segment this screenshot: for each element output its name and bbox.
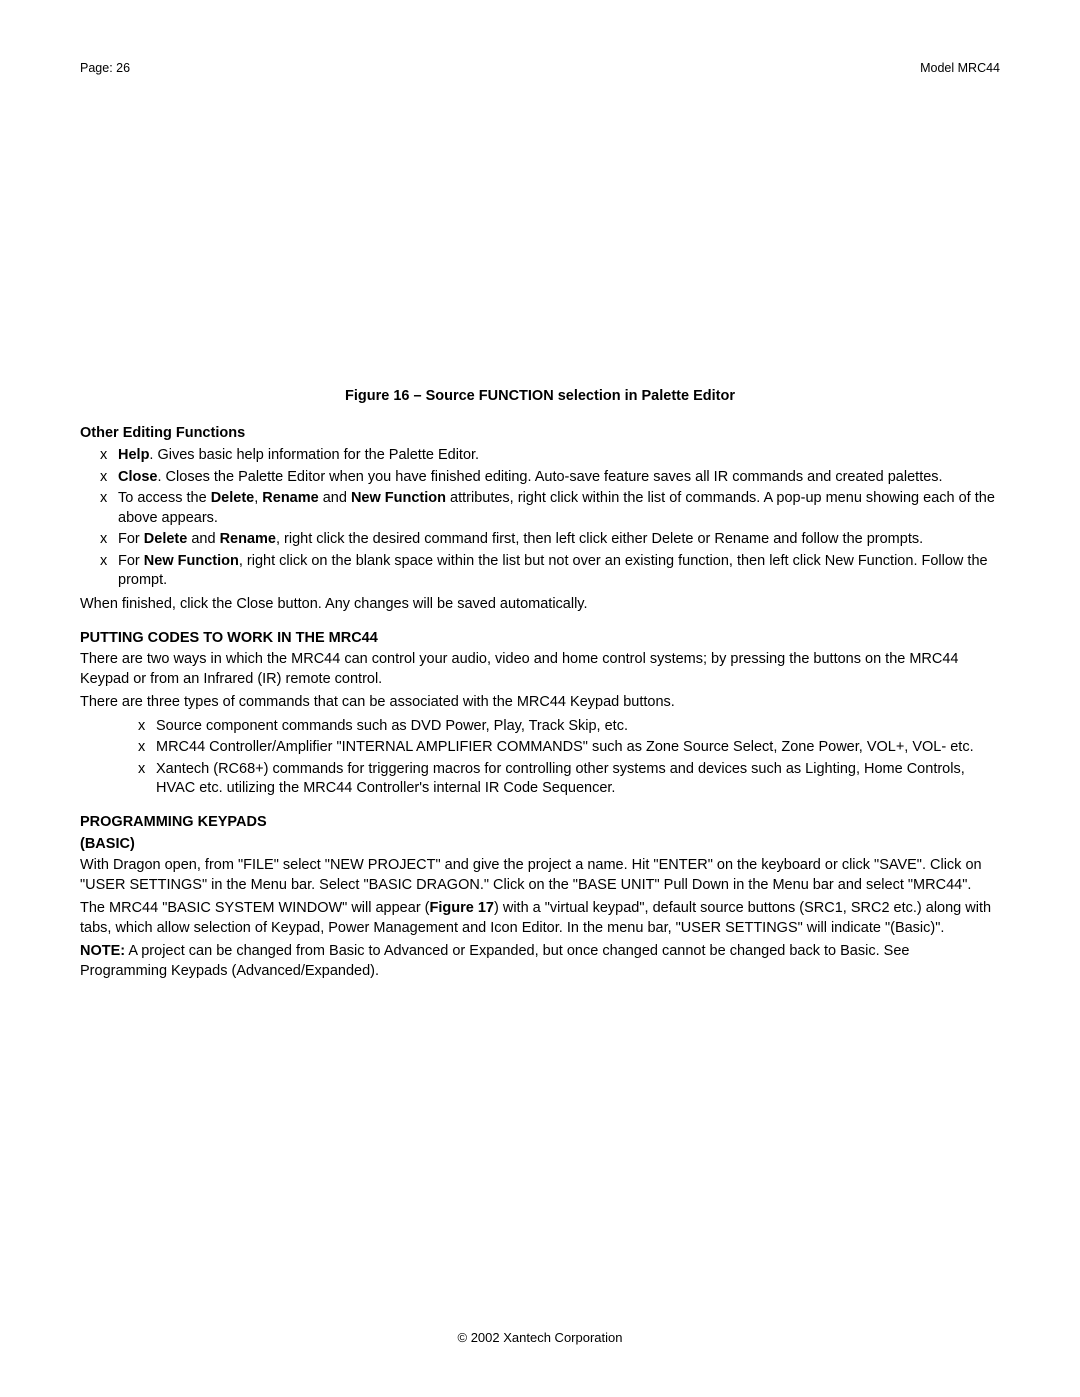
label-text: , right click the desired command first,… bbox=[276, 531, 923, 547]
label-text: For bbox=[118, 553, 144, 569]
paragraph: The MRC44 "BASIC SYSTEM WINDOW" will app… bbox=[80, 899, 1000, 938]
label-bold: Close bbox=[118, 469, 158, 485]
paragraph: When finished, click the Close button. A… bbox=[80, 595, 1000, 615]
page-header: Page: 26 Model MRC44 bbox=[80, 60, 1000, 77]
note-paragraph: NOTE: A project can be changed from Basi… bbox=[80, 942, 1000, 981]
label-text: . Gives basic help information for the P… bbox=[149, 447, 479, 463]
label-text: , right click on the blank space within … bbox=[118, 553, 988, 589]
label-text: To access the bbox=[118, 490, 211, 506]
label-bold: Delete bbox=[211, 490, 255, 506]
document-page: Page: 26 Model MRC44 Figure 16 – Source … bbox=[0, 0, 1080, 1397]
label-bold: New Function bbox=[351, 490, 446, 506]
paragraph: With Dragon open, from "FILE" select "NE… bbox=[80, 856, 1000, 895]
label-text: and bbox=[319, 490, 351, 506]
list-item: Source component commands such as DVD Po… bbox=[138, 717, 1000, 737]
label-text: and bbox=[187, 531, 219, 547]
section-heading-programming-keypads: PROGRAMMING KEYPADS bbox=[80, 813, 1000, 833]
list-item: For New Function, right click on the bla… bbox=[100, 552, 1000, 591]
list-item: For Delete and Rename, right click the d… bbox=[100, 530, 1000, 550]
model-label: Model MRC44 bbox=[920, 60, 1000, 77]
label-text: The MRC44 "BASIC SYSTEM WINDOW" will app… bbox=[80, 900, 430, 916]
editing-functions-list: Help. Gives basic help information for t… bbox=[80, 446, 1000, 591]
label-bold: Delete bbox=[144, 531, 188, 547]
command-types-list: Source component commands such as DVD Po… bbox=[80, 717, 1000, 799]
label-text: . Closes the Palette Editor when you hav… bbox=[158, 469, 943, 485]
paragraph: There are three types of commands that c… bbox=[80, 693, 1000, 713]
paragraph: There are two ways in which the MRC44 ca… bbox=[80, 650, 1000, 689]
list-item: Help. Gives basic help information for t… bbox=[100, 446, 1000, 466]
list-item: MRC44 Controller/Amplifier "INTERNAL AMP… bbox=[138, 738, 1000, 758]
figure-reference: Figure 17 bbox=[430, 900, 494, 916]
label-text: For bbox=[118, 531, 144, 547]
label-bold: Rename bbox=[220, 531, 276, 547]
label-bold: Rename bbox=[262, 490, 318, 506]
note-label: NOTE: bbox=[80, 943, 125, 959]
label-bold: New Function bbox=[144, 553, 239, 569]
label-text: A project can be changed from Basic to A… bbox=[80, 943, 909, 979]
page-number: Page: 26 bbox=[80, 60, 130, 77]
section-heading-editing: Other Editing Functions bbox=[80, 424, 1000, 444]
label-bold: Help bbox=[118, 447, 149, 463]
list-item: Xantech (RC68+) commands for triggering … bbox=[138, 760, 1000, 799]
section-heading-putting-codes: PUTTING CODES TO WORK IN THE MRC44 bbox=[80, 629, 1000, 649]
page-footer: © 2002 Xantech Corporation bbox=[0, 1329, 1080, 1347]
list-item: Close. Closes the Palette Editor when yo… bbox=[100, 468, 1000, 488]
section-heading-basic: (BASIC) bbox=[80, 835, 1000, 855]
list-item: To access the Delete, Rename and New Fun… bbox=[100, 489, 1000, 528]
figure-caption: Figure 16 – Source FUNCTION selection in… bbox=[80, 387, 1000, 407]
